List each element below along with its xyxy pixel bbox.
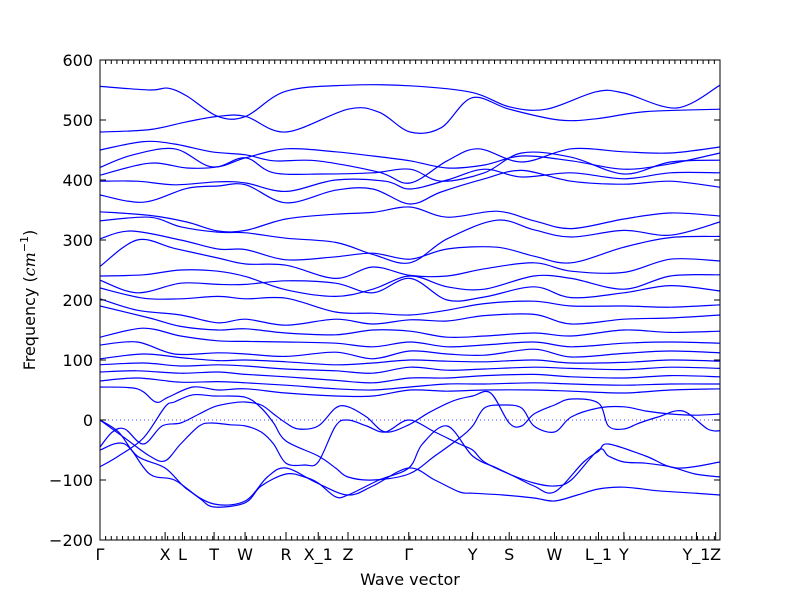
- band-line-5: [100, 151, 720, 182]
- x-tick-label: R: [280, 545, 291, 564]
- band-line-19: [100, 353, 720, 366]
- band-line-7: [100, 169, 720, 205]
- band-line-26: [100, 425, 720, 508]
- y-tick-label: 600: [62, 51, 93, 70]
- y-tick-label: 500: [62, 111, 93, 130]
- x-axis-title: Wave vector: [360, 570, 460, 589]
- x-axis: Γ X L T W R X_1 Z Γ Y S W L_1 Y Y_1 Z: [96, 60, 721, 565]
- x-tick-label: Y_1: [681, 545, 710, 565]
- x-tick-label: Y: [618, 545, 629, 564]
- band-line-15: [100, 298, 720, 326]
- y-axis-title: Frequency (cm−1): [18, 230, 39, 371]
- band-line-22: [100, 377, 720, 391]
- band-line-28: [100, 390, 720, 448]
- x-tick-label: X_1: [304, 545, 333, 565]
- band-line-8: [100, 206, 720, 233]
- y-tick-label: −200: [49, 531, 93, 550]
- band-line-17: [100, 327, 720, 348]
- x-tick-label: X: [160, 545, 171, 564]
- band-line-10: [100, 230, 720, 264]
- band-line-2: [100, 96, 720, 134]
- band-line-21: [100, 370, 720, 384]
- band-line-3: [100, 140, 720, 184]
- band-line-12: [100, 269, 720, 298]
- x-tick-label: S: [504, 545, 514, 564]
- band-line-4: [100, 147, 720, 170]
- band-line-23: [100, 386, 720, 403]
- x-tick-label: Γ: [96, 545, 105, 564]
- x-tick-label: W: [237, 545, 253, 564]
- band-line-6: [100, 168, 720, 193]
- y-tick-label: 0: [83, 411, 93, 430]
- band-line-16: [100, 305, 720, 339]
- y-tick-label: 300: [62, 231, 93, 250]
- x-tick-label: Y: [467, 545, 478, 564]
- y-tick-label: 100: [62, 351, 93, 370]
- band-line-1: [100, 84, 720, 120]
- band-line-24: [100, 419, 720, 487]
- band-line-13: [100, 277, 720, 302]
- band-line-18: [100, 341, 720, 360]
- x-tick-label: W: [547, 545, 563, 564]
- x-tick-label: L_1: [585, 545, 612, 565]
- y-tick-label: 400: [62, 171, 93, 190]
- y-tick-label: −100: [49, 471, 93, 490]
- x-tick-label: L: [178, 545, 187, 564]
- band-line-20: [100, 362, 720, 374]
- band-line-9: [100, 216, 720, 264]
- x-tick-label: Z: [343, 545, 354, 564]
- x-tick-label: Z: [710, 545, 721, 564]
- band-line-11: [100, 238, 720, 280]
- x-tick-label: Γ: [404, 545, 413, 564]
- band-line-27: [100, 393, 720, 481]
- band-line-14: [100, 287, 720, 316]
- y-axis: −200 −100 0 100 200 300 400 500 600: [49, 51, 720, 550]
- band-lines: [100, 84, 720, 508]
- x-tick-label: T: [208, 545, 219, 564]
- y-tick-label: 200: [62, 291, 93, 310]
